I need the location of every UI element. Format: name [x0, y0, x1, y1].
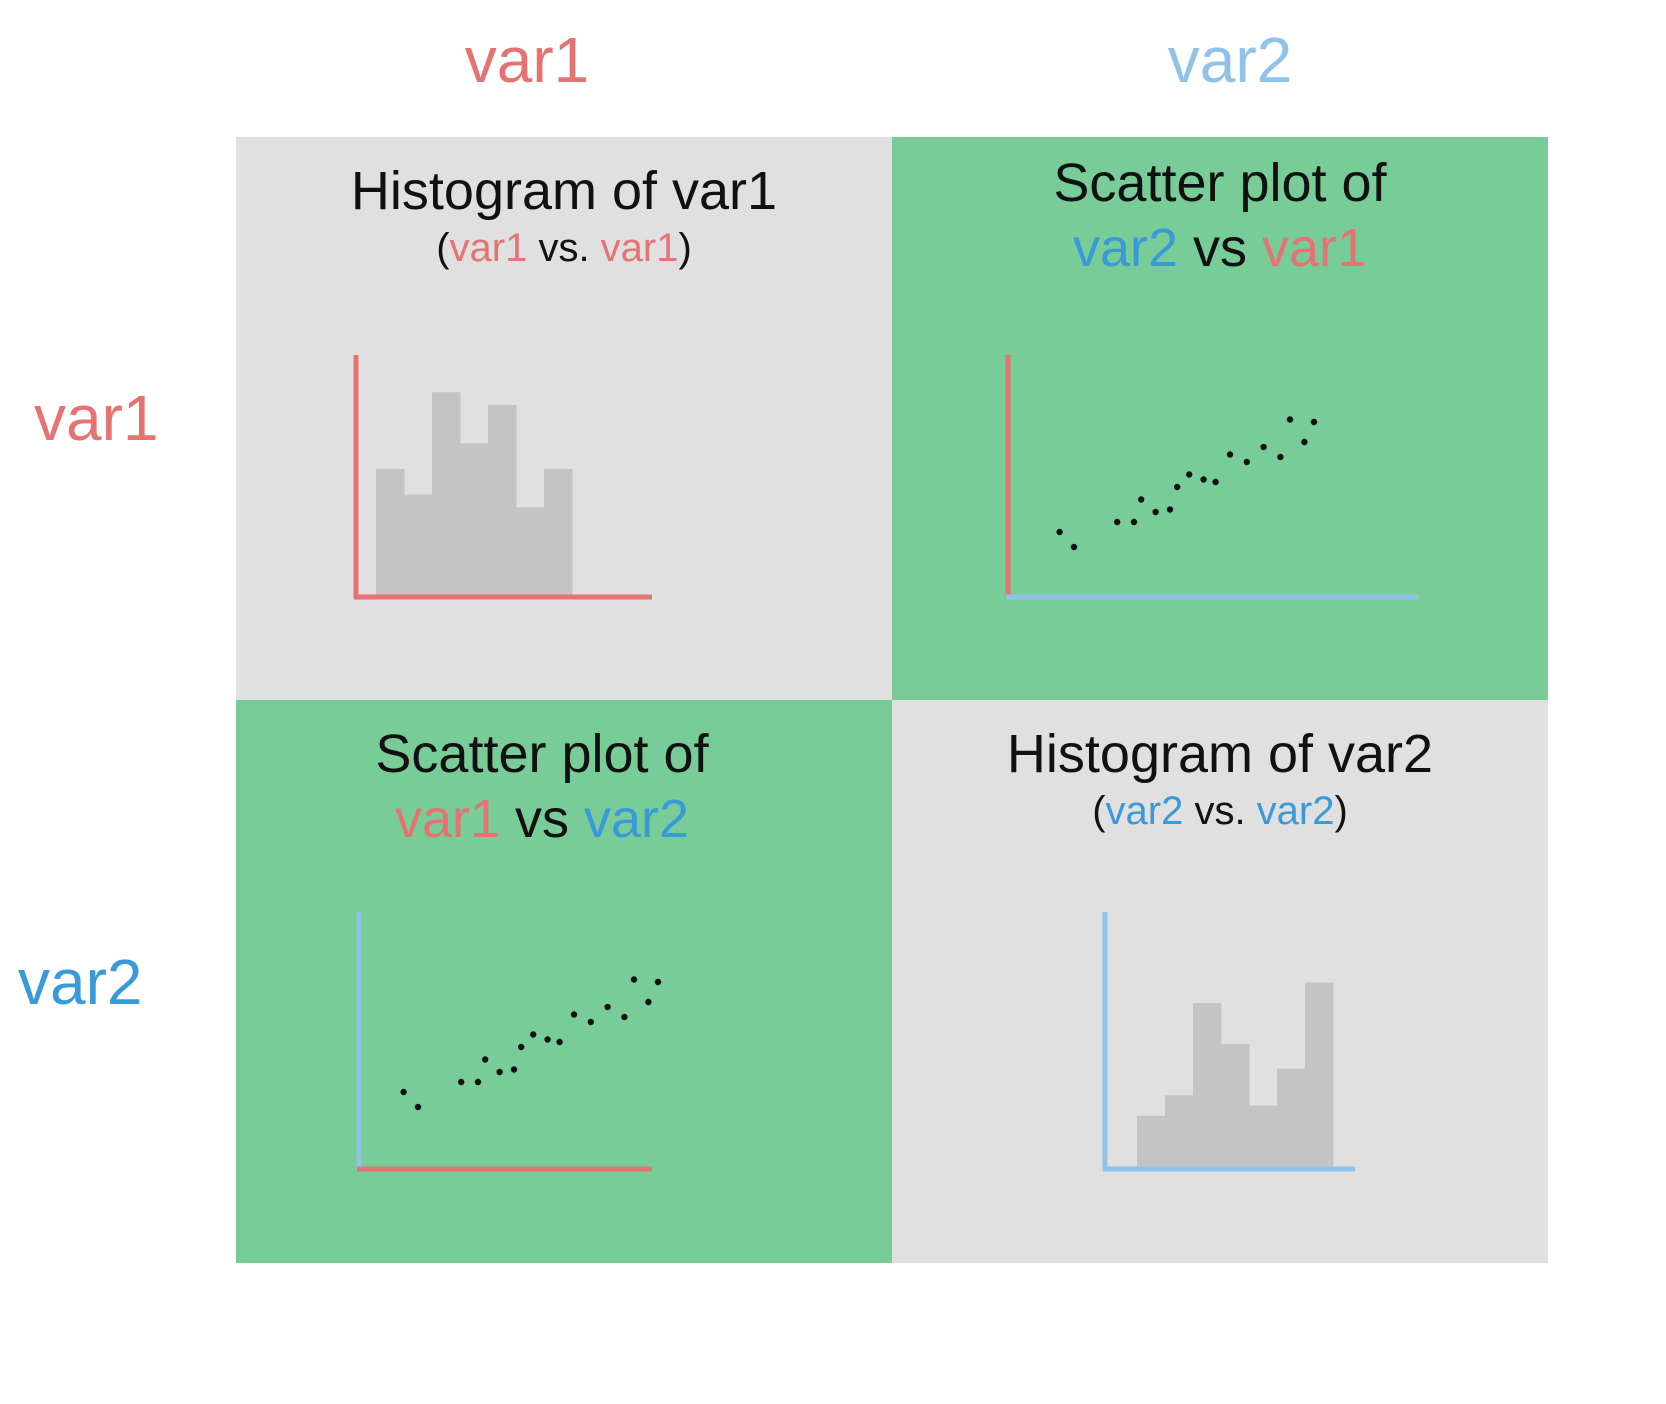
- row-label-var2: var2: [18, 946, 143, 1018]
- histogram-bar: [1165, 1095, 1194, 1167]
- term-connector: vs.: [527, 225, 601, 270]
- histogram-bar: [1221, 1044, 1250, 1167]
- scatter-point: [570, 1011, 578, 1018]
- scatter-point: [1200, 476, 1207, 483]
- histogram-bar: [432, 392, 461, 597]
- paren-open: (: [436, 225, 450, 270]
- scatter-point: [1186, 471, 1193, 478]
- scatter-point: [556, 1038, 563, 1046]
- histogram-bar: [1305, 982, 1334, 1167]
- scatter-point: [474, 1078, 482, 1086]
- scatter-point: [1243, 458, 1250, 466]
- column-label-var1: var1: [464, 24, 590, 96]
- scatter-chart: [1005, 355, 1418, 600]
- histogram-chart: [1102, 912, 1355, 1172]
- title-line-1: Histogram of var2: [1006, 724, 1434, 784]
- term-var1: var1: [600, 225, 679, 270]
- scatter-point: [496, 1068, 503, 1076]
- scatter-point: [621, 1013, 628, 1021]
- scatter-point: [1301, 438, 1308, 446]
- histogram-bar: [488, 405, 517, 597]
- term-var1: var1: [449, 225, 528, 270]
- paren-close: ): [678, 225, 692, 270]
- term-var2: var2: [1072, 217, 1178, 278]
- scatter-point: [482, 1056, 489, 1063]
- scatter-point: [1152, 508, 1159, 516]
- title-line-1: Scatter plot of: [1053, 153, 1387, 213]
- term-var1: var1: [1262, 217, 1368, 278]
- scatter-point: [1130, 518, 1138, 526]
- histogram-bar: [544, 469, 573, 597]
- histogram-bar: [1137, 1115, 1166, 1167]
- cell-scatter-var2-vs-var1: Scatter plot of var2 vs var1: [892, 137, 1548, 700]
- cell-title: Histogram of var1 (var1 vs. var1): [236, 159, 892, 272]
- term-var2: var2: [584, 788, 690, 849]
- scatter-point: [1056, 528, 1063, 536]
- scatter-point: [510, 1066, 518, 1073]
- histogram-bar: [376, 469, 405, 597]
- cell-histogram-var1: Histogram of var1 (var1 vs. var1): [236, 137, 892, 700]
- scatter-point: [654, 978, 662, 986]
- scatter-point: [1226, 451, 1234, 458]
- scatter-point: [400, 1088, 407, 1096]
- scatter-point: [1070, 543, 1078, 551]
- term-var1: var1: [394, 788, 500, 849]
- scatter-point: [1286, 416, 1294, 423]
- scatter-point: [1174, 483, 1181, 491]
- histogram-bar: [1277, 1068, 1306, 1167]
- scatter-point: [1166, 506, 1174, 513]
- scatter-point: [1260, 443, 1267, 451]
- title-line-1: Histogram of var1: [350, 161, 778, 221]
- term-connector: vs: [499, 788, 584, 849]
- title-line-2: (var1 vs. var1): [236, 224, 892, 272]
- scatter-point: [414, 1103, 422, 1111]
- scatter-point: [1277, 453, 1284, 461]
- paren-close: ): [1334, 788, 1348, 833]
- histogram-bar: [404, 494, 433, 597]
- column-label-var2: var2: [1167, 24, 1293, 96]
- scatter-point: [458, 1078, 465, 1086]
- scatter-point: [587, 1018, 594, 1026]
- scatter-point: [1138, 496, 1145, 503]
- cell-title: Histogram of var2 (var2 vs. var2): [892, 722, 1548, 835]
- scatter-point: [518, 1043, 525, 1051]
- term-var2: var2: [1105, 788, 1184, 833]
- cell-scatter-var1-vs-var2: Scatter plot of var1 vs var2: [236, 700, 892, 1263]
- histogram-bar: [1193, 1003, 1222, 1167]
- scatter-point: [1310, 418, 1318, 426]
- cell-histogram-var2: Histogram of var2 (var2 vs. var2): [892, 700, 1548, 1263]
- histogram-bar: [460, 443, 489, 597]
- title-line-2: (var2 vs. var2): [892, 787, 1548, 835]
- title-line-1: Scatter plot of: [375, 724, 709, 784]
- scatter-point: [604, 1003, 611, 1011]
- scatter-chart: [356, 912, 662, 1172]
- histogram-bar: [1249, 1105, 1278, 1167]
- cell-title: Scatter plot of var2 vs var1: [892, 151, 1548, 281]
- histogram-bar: [516, 507, 545, 597]
- term-connector: vs.: [1183, 788, 1257, 833]
- title-line-2: var2 vs var1: [892, 216, 1548, 281]
- histogram-chart: [353, 355, 652, 600]
- scatter-point: [1114, 518, 1121, 526]
- term-connector: vs: [1177, 217, 1262, 278]
- scatter-point: [530, 1031, 537, 1038]
- scatter-point: [630, 976, 638, 983]
- paren-open: (: [1092, 788, 1106, 833]
- scatter-point: [645, 998, 652, 1006]
- cell-title: Scatter plot of var1 vs var2: [236, 722, 848, 852]
- scatter-point: [544, 1036, 551, 1043]
- term-var2: var2: [1256, 788, 1335, 833]
- row-label-var1: var1: [34, 382, 159, 454]
- title-line-2: var1 vs var2: [236, 787, 848, 852]
- scatter-point: [1212, 478, 1219, 486]
